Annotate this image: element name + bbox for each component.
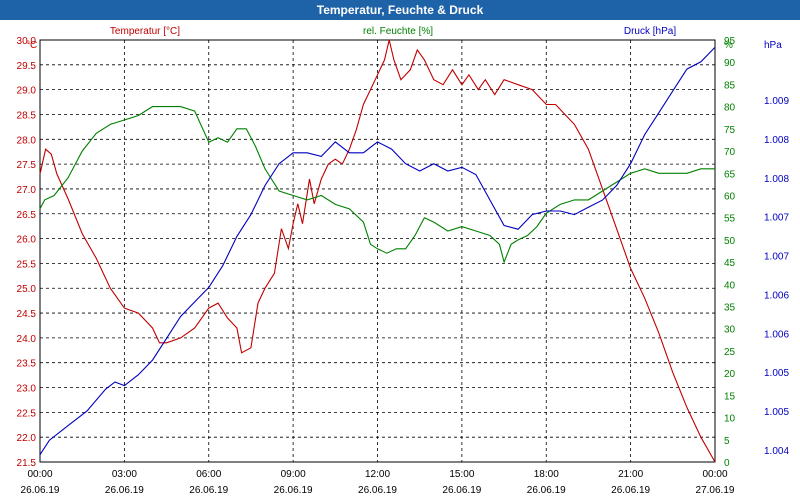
temperature-tick-label: 21.5 — [17, 458, 37, 469]
humidity-tick-label: 50 — [724, 236, 736, 247]
humidity-tick-label: 75 — [724, 125, 736, 136]
date-tick-label: 26.06.19 — [611, 485, 650, 496]
humidity-tick-label: 5 — [724, 436, 730, 447]
humidity-tick-label: 85 — [724, 80, 736, 91]
time-tick-label: 18:00 — [534, 469, 559, 480]
pressure-axis-title: Druck [hPa] — [624, 26, 676, 37]
date-tick-label: 26.06.19 — [442, 485, 481, 496]
window-title: Temperatur, Feuchte & Druck — [317, 3, 484, 17]
pressure-tick-label: 1.009 — [764, 96, 789, 107]
humidity-tick-label: 30 — [724, 325, 736, 336]
pressure-tick-label: 1.007 — [764, 252, 789, 263]
temperature-tick-labels: 30.0 29.5 29.0 28.5 28.0 27.5 27.0 26.5 26.0 25.5… — [17, 36, 37, 469]
temperature-tick-label: 27.5 — [17, 160, 37, 171]
temperature-tick-label: 26.5 — [17, 210, 37, 221]
temperature-tick-label: 28.5 — [17, 110, 37, 121]
temperature-tick-label: 25.5 — [17, 259, 37, 270]
date-tick-label: 26.06.19 — [527, 485, 566, 496]
humidity-tick-label: 0 — [724, 458, 730, 469]
humidity-tick-label: 95 — [724, 36, 736, 47]
time-tick-label: 09:00 — [281, 469, 306, 480]
pressure-tick-label: 1.005 — [764, 368, 789, 379]
chart-area: Temperatur [°C] rel. Feuchte [%] Druck [… — [0, 20, 800, 500]
humidity-tick-label: 65 — [724, 169, 736, 180]
temperature-tick-label: 29.5 — [17, 61, 37, 72]
pressure-tick-label: 1.008 — [764, 135, 789, 146]
window-title-bar: Temperatur, Feuchte & Druck — [0, 0, 800, 20]
date-tick-label: 26.06.19 — [189, 485, 228, 496]
temperature-tick-label: 27.0 — [17, 185, 37, 196]
humidity-tick-label: 55 — [724, 214, 736, 225]
humidity-tick-label: 20 — [724, 369, 736, 380]
pressure-tick-label: 1.008 — [764, 174, 789, 185]
temperature-tick-label: 24.0 — [17, 334, 37, 345]
pressure-unit-label: hPa — [764, 40, 782, 51]
time-tick-label: 00:00 — [27, 469, 52, 480]
date-tick-label: 27.06.19 — [696, 485, 735, 496]
temperature-tick-label: 29.0 — [17, 86, 37, 97]
humidity-tick-label: 80 — [724, 103, 736, 114]
humidity-tick-label: 45 — [724, 258, 736, 269]
temperature-tick-label: 26.0 — [17, 235, 37, 246]
date-tick-label: 26.06.19 — [274, 485, 313, 496]
humidity-tick-label: 70 — [724, 147, 736, 158]
time-tick-label: 21:00 — [618, 469, 643, 480]
time-tick-labels: 00:00 26.06.19 03:00 26.06.19 06:00 26.06.19 0… — [21, 469, 735, 496]
pressure-tick-label: 1.007 — [764, 213, 789, 224]
pressure-tick-labels: 1.009 1.008 1.008 1.007 1.007 1.006 1.006 1.005… — [764, 96, 789, 457]
date-tick-label: 26.06.19 — [21, 485, 60, 496]
temperature-axis-title: Temperatur [°C] — [110, 26, 180, 37]
time-tick-label: 12:00 — [365, 469, 390, 480]
temperature-tick-label: 23.0 — [17, 384, 37, 395]
humidity-tick-label: 25 — [724, 347, 736, 358]
pressure-tick-label: 1.005 — [764, 407, 789, 418]
time-tick-label: 06:00 — [196, 469, 221, 480]
time-tick-label: 03:00 — [112, 469, 137, 480]
pressure-tick-label: 1.006 — [764, 290, 789, 301]
humidity-tick-label: 15 — [724, 391, 736, 402]
humidity-tick-label: 35 — [724, 303, 736, 314]
humidity-tick-label: 10 — [724, 414, 736, 425]
pressure-tick-label: 1.006 — [764, 329, 789, 340]
humidity-tick-label: 60 — [724, 191, 736, 202]
humidity-tick-label: 40 — [724, 280, 736, 291]
temperature-tick-label: 25.0 — [17, 284, 37, 295]
date-tick-label: 26.06.19 — [105, 485, 144, 496]
date-tick-label: 26.06.19 — [358, 485, 397, 496]
temperature-tick-label: 22.0 — [17, 433, 37, 444]
temperature-tick-label: 24.5 — [17, 309, 37, 320]
time-tick-label: 00:00 — [702, 469, 727, 480]
humidity-tick-label: 90 — [724, 58, 736, 69]
temperature-tick-label: 30.0 — [17, 36, 37, 47]
temperature-tick-label: 28.0 — [17, 135, 37, 146]
time-tick-label: 15:00 — [449, 469, 474, 480]
temperature-tick-label: 23.5 — [17, 359, 37, 370]
humidity-axis-title: rel. Feuchte [%] — [363, 26, 433, 37]
grid-lines — [40, 40, 715, 462]
pressure-tick-label: 1.004 — [764, 446, 789, 457]
temperature-tick-label: 22.5 — [17, 408, 37, 419]
